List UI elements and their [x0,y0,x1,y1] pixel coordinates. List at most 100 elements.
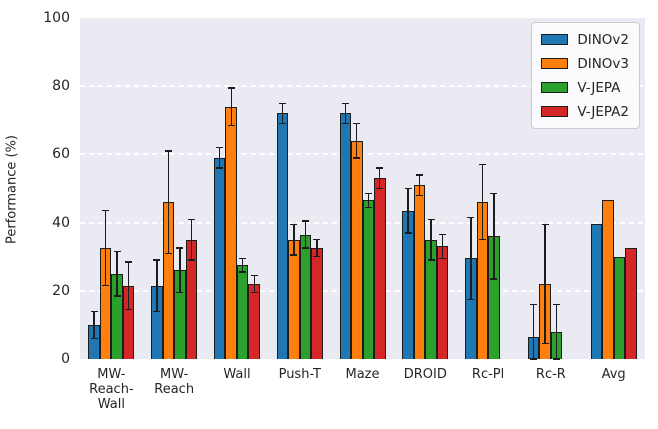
error-bar-cap [467,216,475,219]
bar-slot [162,18,175,359]
bar [225,106,237,359]
bar-slot [413,18,426,359]
bar [299,234,312,359]
x-tick-label: Wall [223,367,251,382]
bar-slot [213,18,226,359]
error-bar-cap [439,233,447,236]
error-bar [93,311,95,339]
error-bar-cap [153,259,161,261]
error-bar [316,239,318,257]
error-bar-cap [530,303,538,306]
bar-slot [465,18,477,359]
bar-slot [248,18,260,359]
bar-slot [539,18,551,359]
error-bar-cap [187,259,195,261]
bar [236,265,249,359]
error-bar [430,219,432,261]
error-bar [379,168,381,189]
y-tick-label: 100 [43,10,70,26]
bar [351,140,363,359]
error-bar [179,248,181,293]
bar [288,239,300,359]
legend-swatch [541,58,569,69]
bar-group [206,18,269,359]
error-bar [356,123,358,158]
error-bar-cap [541,342,549,345]
error-bar-cap [164,150,172,152]
bar-slot [351,18,363,359]
error-bar-cap [416,174,424,176]
error-bar-cap [341,102,349,104]
error-bar-cap [553,303,561,306]
y-tick-label: 40 [52,214,70,231]
x-tick-label: Rc-Pl [471,367,505,382]
bar-slot [339,18,352,359]
legend-label: V-JEPA [577,79,621,96]
bar [339,113,352,359]
error-bar-cap [216,167,224,169]
bar-slot [122,18,135,359]
bar [413,185,426,359]
error-bar-cap [364,192,372,195]
error-bar [242,258,244,273]
bar [625,248,637,359]
error-bar-cap [250,291,258,294]
error-bar [367,193,369,208]
error-bar [481,164,484,240]
error-bar-cap [404,187,412,190]
error-bar-cap [278,102,286,104]
error-bar-cap [353,157,361,159]
legend-item: DINOv3 [541,54,629,73]
error-bar-cap [376,167,384,169]
bar-slot [550,18,563,360]
error-bar [470,217,472,300]
error-bar [532,304,535,359]
error-bar-cap [239,271,247,273]
error-bar-cap [353,123,361,125]
legend-swatch [541,34,569,45]
bar-slot [374,18,386,359]
bar-slot [488,18,500,359]
error-bar-cap [290,223,298,226]
error-bar-cap [153,310,161,312]
legend-swatch [541,82,569,93]
bar-slot [613,18,626,359]
plot-area: DINOv2 DINOv3 V-JEPA V-JEPA2 [80,18,645,360]
bar-slot [362,18,375,359]
x-tick-label: MW- Reach [154,367,195,397]
x-tick-label: Avg [601,367,626,382]
bar-slot [590,18,603,359]
error-bar-cap [313,256,321,258]
bar [374,178,386,359]
bar [590,224,603,359]
error-bar-cap [278,123,286,125]
error-bar-cap [341,123,349,125]
error-bar-cap [416,194,424,197]
error-bar-cap [113,250,121,253]
bar-slot [236,18,249,359]
legend-label: V-JEPA2 [577,103,629,120]
error-bar-cap [102,285,110,287]
bar-slot [111,18,123,359]
error-bar [127,261,130,310]
x-tick-label: Rc-R [535,367,566,382]
error-bar-cap [250,274,258,277]
bar-slot [425,18,437,359]
error-bar-cap [404,232,412,234]
error-bar-cap [427,259,435,261]
bar-slot [602,18,614,359]
error-bar-cap [227,87,235,89]
y-tick-label: 80 [52,78,70,95]
bar [613,256,626,359]
error-bar-cap [553,358,561,360]
error-bar-cap [216,146,224,149]
error-bar [104,210,107,286]
bar-slot [476,18,489,359]
legend-item: DINOv2 [541,30,629,49]
bar-slot [500,18,512,359]
error-bar [281,103,284,124]
error-bar-cap [164,252,172,254]
error-bar-cap [125,261,133,263]
gridline [80,85,645,88]
